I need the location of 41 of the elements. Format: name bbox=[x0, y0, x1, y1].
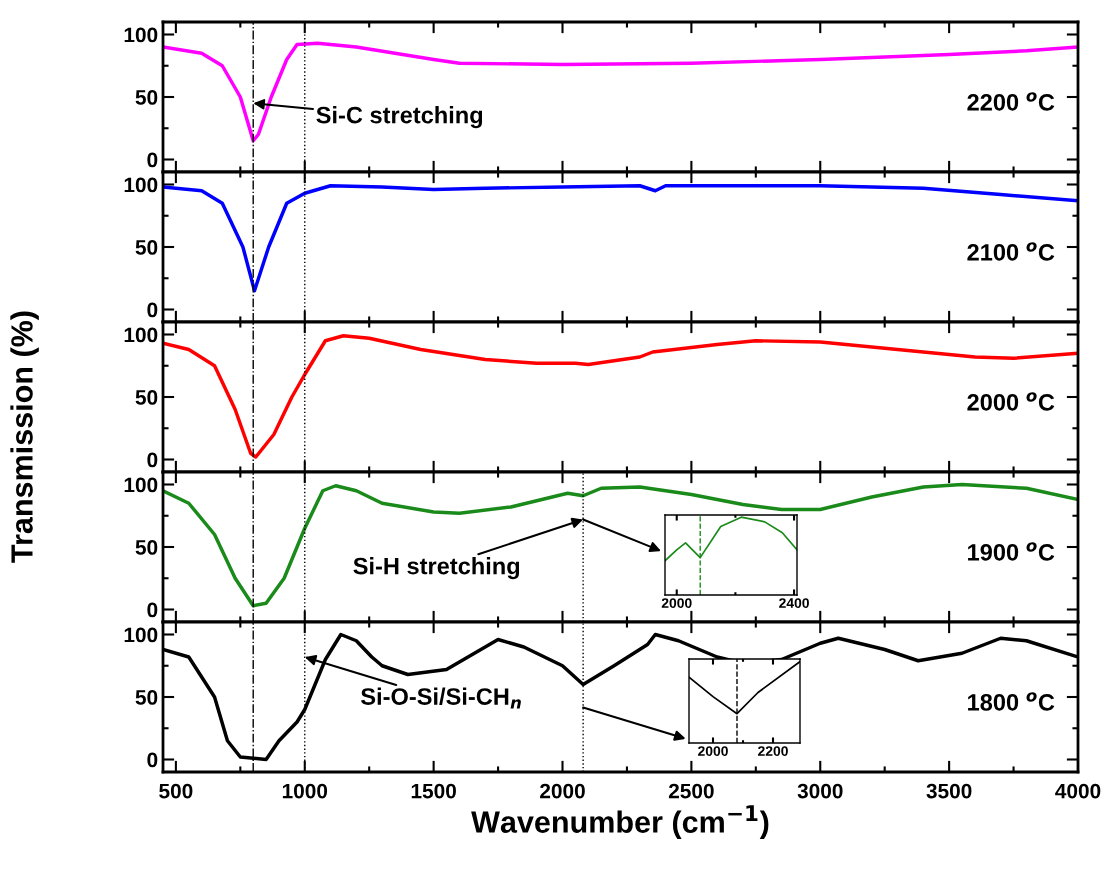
line-series bbox=[163, 334, 1078, 459]
y-tick-label: 50 bbox=[135, 240, 158, 255]
annotation: 1800 $^{o}$C bbox=[968, 692, 1055, 711]
x-tick-label: 2500 bbox=[668, 783, 714, 799]
x-tick-label: 3000 bbox=[797, 783, 843, 799]
y-tick-label: 0 bbox=[147, 752, 158, 768]
y-axis-title: Transmission (%) bbox=[10, 311, 39, 563]
line-series bbox=[163, 184, 1078, 293]
y-tick-label: 50 bbox=[135, 690, 158, 705]
y-tick-label: 50 bbox=[135, 90, 158, 105]
x-tick-label: 1000 bbox=[282, 783, 328, 799]
y-tick-label: 100 bbox=[124, 627, 158, 643]
y-tick-label: 50 bbox=[135, 390, 158, 405]
x-axis-title: Wavenumber (cm$^{−1}$) bbox=[471, 805, 769, 839]
x-tick-label: 2000 bbox=[540, 783, 585, 799]
annotation: 1900 $^{o}$C bbox=[968, 542, 1055, 561]
x-tick-label: 500 bbox=[159, 783, 193, 799]
x-tick-label: 2400 bbox=[779, 598, 809, 608]
y-tick-label: 0 bbox=[147, 452, 158, 468]
y-tick-label: 0 bbox=[147, 602, 158, 618]
y-tick-label: 100 bbox=[124, 27, 158, 43]
y-tick-label: 0 bbox=[147, 152, 158, 168]
line-series bbox=[163, 41, 1078, 143]
annotation: 2000 $^{o}$C bbox=[967, 392, 1055, 411]
line-series bbox=[163, 482, 1078, 608]
annotation: Si-C stretching bbox=[316, 106, 483, 129]
y-tick-label: 0 bbox=[147, 302, 158, 318]
x-tick-label: 4000 bbox=[1055, 783, 1101, 799]
y-tick-label: 100 bbox=[124, 477, 158, 493]
annotation: Si-O-Si/Si-CH$_{n}$ bbox=[360, 687, 521, 709]
annotation: 2200 $^{o}$C bbox=[967, 92, 1055, 111]
x-tick-label: 2200 bbox=[758, 746, 788, 756]
y-tick-label: 50 bbox=[135, 540, 158, 555]
y-tick-label: 100 bbox=[124, 327, 158, 343]
x-tick-label: 1500 bbox=[411, 783, 456, 799]
y-tick-label: 100 bbox=[124, 177, 158, 193]
x-tick-label: 2000 bbox=[698, 746, 728, 756]
annotation: 2100 $^{o}$C bbox=[967, 242, 1055, 261]
annotation: Si-H stretching bbox=[353, 557, 520, 580]
x-tick-label: 3500 bbox=[926, 783, 972, 799]
x-tick-label: 2000 bbox=[661, 598, 692, 608]
